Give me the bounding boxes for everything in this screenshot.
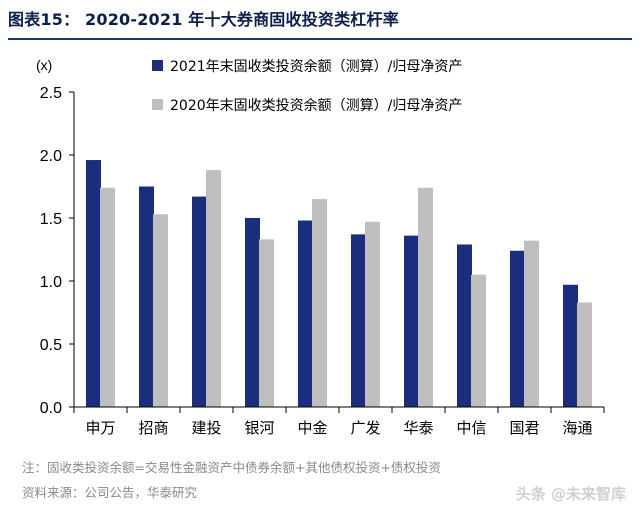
bar-2021	[139, 186, 154, 407]
y-tick-label: 0.0	[40, 400, 62, 417]
x-tick-labels: 申万 招商 建投 银河 中金 广发 华泰 中信 国君 海通	[73, 407, 605, 437]
x-tick-label: 申万	[85, 419, 115, 437]
bar-2021	[298, 220, 313, 407]
watermark: 头条 @未来智库	[515, 485, 626, 503]
bars	[86, 160, 592, 407]
bar-2021	[510, 250, 525, 407]
bar-2021	[563, 284, 578, 407]
bar-2020	[153, 214, 168, 407]
title-rule	[8, 38, 632, 40]
x-tick-label: 招商	[138, 419, 168, 437]
bar-2021	[351, 234, 366, 407]
x-tick-label: 广发	[350, 419, 380, 437]
x-tick-label: 国君	[509, 419, 539, 437]
y-ticks: 2.5 2.0 1.5 1.0 0.5 0.0	[40, 85, 74, 417]
x-tick-label: 中金	[297, 419, 327, 437]
figure-title: 图表15： 2020-2021 年十大券商固收投资类杠杆率	[8, 10, 399, 29]
x-tick-label: 华泰	[403, 419, 433, 437]
legend-label: 2021年末固收类投资余额（测算）/归母净资产	[170, 58, 462, 75]
x-tick-label: 银河	[244, 419, 274, 437]
bar-2021	[457, 244, 472, 407]
source-text: 资料来源：公司公告，华泰研究	[22, 485, 198, 500]
bar-2020	[418, 187, 433, 407]
y-tick-label: 1.0	[40, 274, 62, 291]
y-tick-label: 1.5	[40, 211, 62, 228]
bar-2021	[245, 218, 260, 407]
bar-2021	[404, 235, 419, 407]
bar-2020	[471, 274, 486, 407]
legend-swatch	[152, 99, 163, 110]
bar-2021	[86, 160, 101, 407]
x-tick-label: 建投	[191, 419, 221, 437]
legend-swatch	[152, 60, 163, 71]
footnote: 注：固收类投资余额=交易性金融资产中债券余额+其他债权投资+债权投资	[22, 460, 441, 475]
y-tick-label: 2.0	[40, 148, 62, 165]
bar-2020	[312, 199, 327, 407]
x-tick-label: 中信	[456, 419, 486, 437]
legend-label: 2020年末固收类投资余额（测算）/归母净资产	[170, 97, 462, 114]
bar-2020	[365, 221, 380, 407]
bar-2020	[577, 302, 592, 407]
bar-2020	[100, 187, 115, 407]
bar-2020	[206, 170, 221, 407]
bar-2020	[524, 240, 539, 407]
bar-2020	[259, 239, 274, 407]
y-tick-label: 2.5	[40, 85, 62, 102]
bar-2021	[192, 196, 207, 407]
y-tick-label: 0.5	[40, 337, 62, 354]
legend: 2021年末固收类投资余额（测算）/归母净资产 2020年末固收类投资余额（测算）…	[152, 58, 462, 114]
x-tick-label: 海通	[562, 419, 592, 437]
bar-chart: (x) 2021年末固收类投资余额（测算）/归母净资产 2020年末固收类投资余额…	[36, 57, 605, 437]
y-axis-unit: (x)	[36, 57, 52, 73]
